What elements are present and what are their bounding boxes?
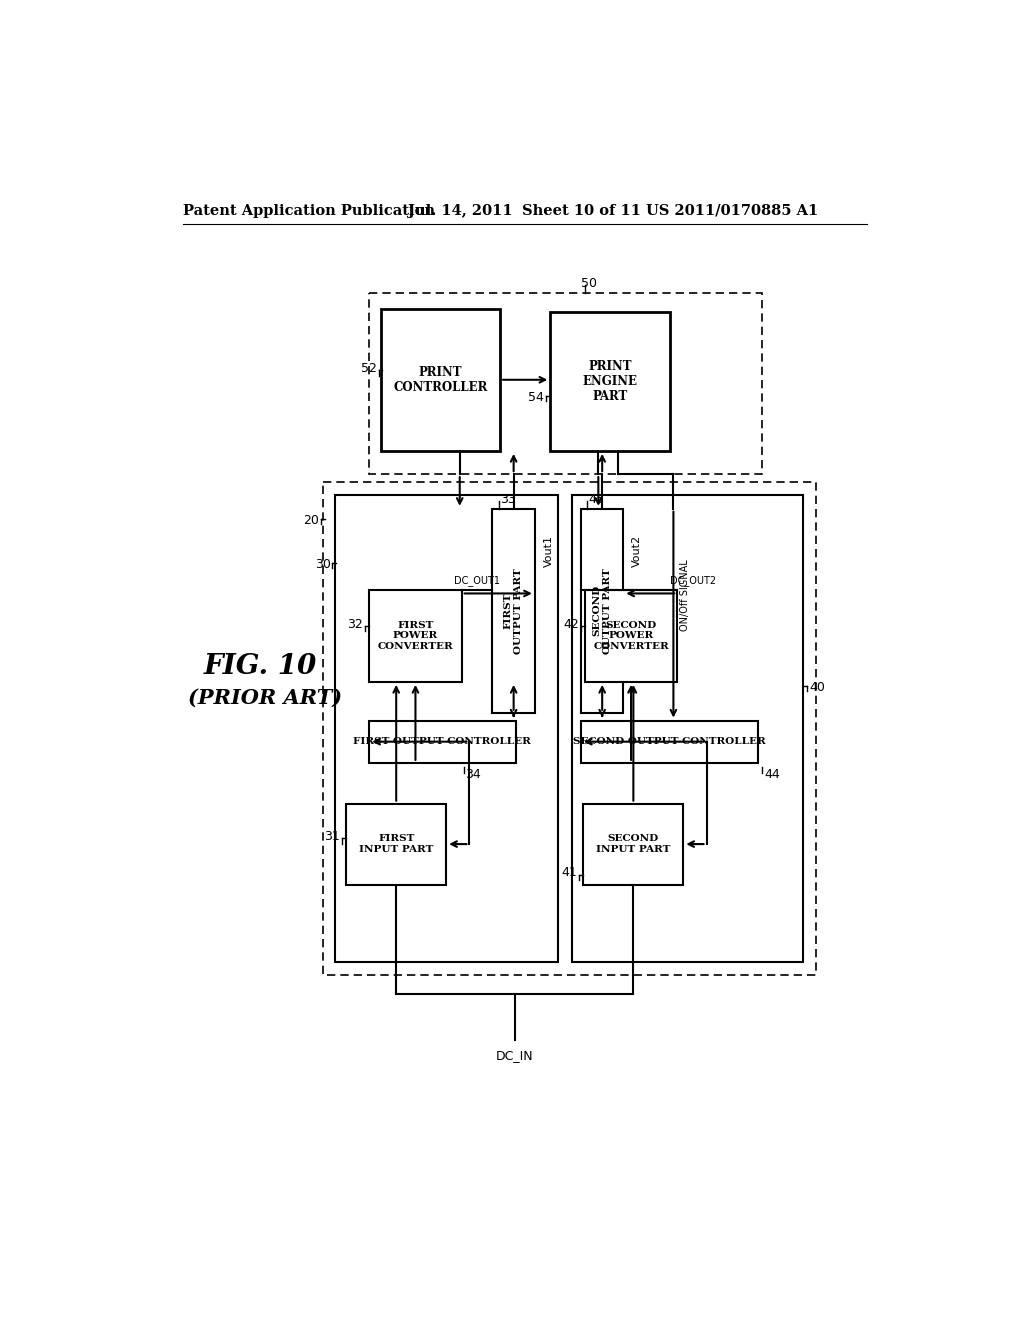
Text: 54: 54 bbox=[528, 391, 544, 404]
Text: PRINT
CONTROLLER: PRINT CONTROLLER bbox=[393, 366, 487, 393]
Text: 43: 43 bbox=[589, 492, 604, 506]
Text: SECOND
OUTPUT PART: SECOND OUTPUT PART bbox=[593, 568, 612, 653]
Text: US 2011/0170885 A1: US 2011/0170885 A1 bbox=[646, 203, 819, 218]
Text: ON/Off SIGNAL: ON/Off SIGNAL bbox=[680, 560, 690, 631]
Text: Jul. 14, 2011: Jul. 14, 2011 bbox=[408, 203, 512, 218]
Text: Vout2: Vout2 bbox=[632, 535, 642, 568]
Text: 20: 20 bbox=[303, 513, 319, 527]
Text: SECOND OUTPUT CONTROLLER: SECOND OUTPUT CONTROLLER bbox=[573, 737, 766, 746]
Text: SECOND
POWER
CONVERTER: SECOND POWER CONVERTER bbox=[593, 620, 669, 651]
Text: 42: 42 bbox=[563, 618, 579, 631]
Text: FIRST
INPUT PART: FIRST INPUT PART bbox=[359, 834, 433, 854]
Text: Vout1: Vout1 bbox=[544, 535, 554, 568]
Text: 32: 32 bbox=[347, 618, 364, 631]
Text: DC_IN: DC_IN bbox=[496, 1049, 534, 1063]
Text: Patent Application Publication: Patent Application Publication bbox=[183, 203, 435, 218]
Text: 30: 30 bbox=[315, 557, 331, 570]
Bar bbox=[571, 495, 803, 962]
Text: 31: 31 bbox=[325, 830, 340, 843]
Text: 41: 41 bbox=[561, 866, 578, 879]
Text: Sheet 10 of 11: Sheet 10 of 11 bbox=[521, 203, 641, 218]
Bar bbox=[370, 721, 515, 763]
Text: DC_OUT2: DC_OUT2 bbox=[670, 576, 716, 586]
Text: FIRST
OUTPUT PART: FIRST OUTPUT PART bbox=[504, 568, 523, 653]
Text: 40: 40 bbox=[809, 681, 824, 694]
Bar bbox=[550, 313, 670, 451]
Bar bbox=[584, 804, 683, 884]
Bar bbox=[581, 508, 624, 713]
Bar bbox=[335, 495, 558, 962]
Text: FIRST
POWER
CONVERTER: FIRST POWER CONVERTER bbox=[378, 620, 454, 651]
Bar bbox=[581, 721, 758, 763]
Bar bbox=[585, 590, 677, 682]
Text: SECOND
INPUT PART: SECOND INPUT PART bbox=[596, 834, 671, 854]
Text: 44: 44 bbox=[764, 768, 780, 781]
Text: PRINT
ENGINE
PART: PRINT ENGINE PART bbox=[583, 360, 637, 403]
Bar bbox=[323, 482, 816, 974]
Text: 52: 52 bbox=[361, 362, 377, 375]
Bar bbox=[370, 293, 762, 474]
Text: FIRST OUTPUT CONTROLLER: FIRST OUTPUT CONTROLLER bbox=[353, 737, 531, 746]
Bar bbox=[493, 508, 535, 713]
Text: DC_OUT1: DC_OUT1 bbox=[454, 576, 500, 586]
Bar bbox=[346, 804, 446, 884]
Bar bbox=[381, 309, 500, 451]
Text: 34: 34 bbox=[466, 768, 481, 781]
Text: (PRIOR ART): (PRIOR ART) bbox=[188, 688, 342, 708]
Text: 33: 33 bbox=[500, 492, 516, 506]
Bar bbox=[370, 590, 462, 682]
Text: FIG. 10: FIG. 10 bbox=[204, 653, 317, 680]
Text: 50: 50 bbox=[581, 277, 597, 290]
